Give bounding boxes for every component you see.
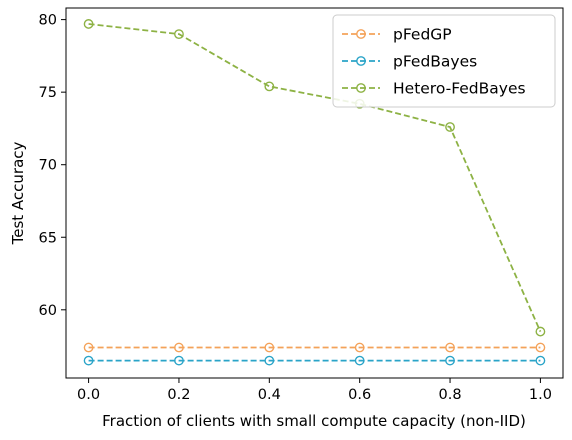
plot-frame [65,7,564,379]
data-point-pfedgp [535,342,546,353]
x-tick-label: 1.0 [529,387,552,403]
data-point-pfedgp [174,342,184,353]
legend-label: Hetero-FedBayes [393,80,526,98]
data-point-pfedgp [264,342,275,353]
legend-marker-pfedgp [356,29,366,39]
data-point-pfedbayes [354,355,365,366]
x-tick-label: 0.0 [77,387,100,403]
y-tick-label: 75 [39,85,57,101]
data-point-pfedbayes [535,355,546,366]
legend-label: pFedGP [393,26,452,44]
x-axis-label: Fraction of clients with small compute c… [102,412,526,430]
legend: pFedGP pFedBayes Hetero-FedBayes [332,14,556,108]
series-layer [83,19,546,366]
y-tick-label: 70 [39,158,57,174]
x-tick-label: 0.2 [167,387,190,403]
data-point-pfedgp [445,342,455,353]
x-tick-label: 0.6 [348,387,371,403]
legend-marker-pfedbayes [356,56,366,66]
x-tick-label: 0.8 [439,387,462,403]
data-point-pfedbayes [264,355,275,366]
legend-item-pfedgp: pFedGP [342,26,452,44]
data-point-hetero-fedbayes [535,326,546,337]
legend-label: pFedBayes [393,53,477,71]
data-point-pfedgp [83,342,94,353]
y-tick-label: 60 [39,303,57,319]
y-tick-label: 65 [39,230,57,246]
legend-item-pfedbayes: pFedBayes [342,53,477,71]
data-point-pfedbayes [445,355,455,366]
legend-marker-hetero-fedbayes [356,83,366,93]
data-point-pfedbayes [174,355,184,366]
legend-item-hetero-fedbayes: Hetero-FedBayes [342,80,526,98]
data-point-hetero-fedbayes [445,122,455,132]
x-axis-ticks: 0.0 0.2 0.4 0.6 0.8 1.0 [77,378,552,403]
y-axis-label: Test Accuracy [9,141,27,245]
data-point-pfedgp [354,342,365,353]
data-point-hetero-fedbayes [264,81,275,92]
x-tick-label: 0.4 [258,387,281,403]
data-point-hetero-fedbayes [83,19,94,29]
y-tick-label: 80 [39,13,57,29]
legend-box [332,14,556,108]
data-point-hetero-fedbayes [174,29,184,40]
y-axis-ticks: 60 65 70 75 80 [39,13,66,319]
series-line-hetero-fedbayes [88,23,542,332]
data-point-pfedbayes [83,355,94,366]
